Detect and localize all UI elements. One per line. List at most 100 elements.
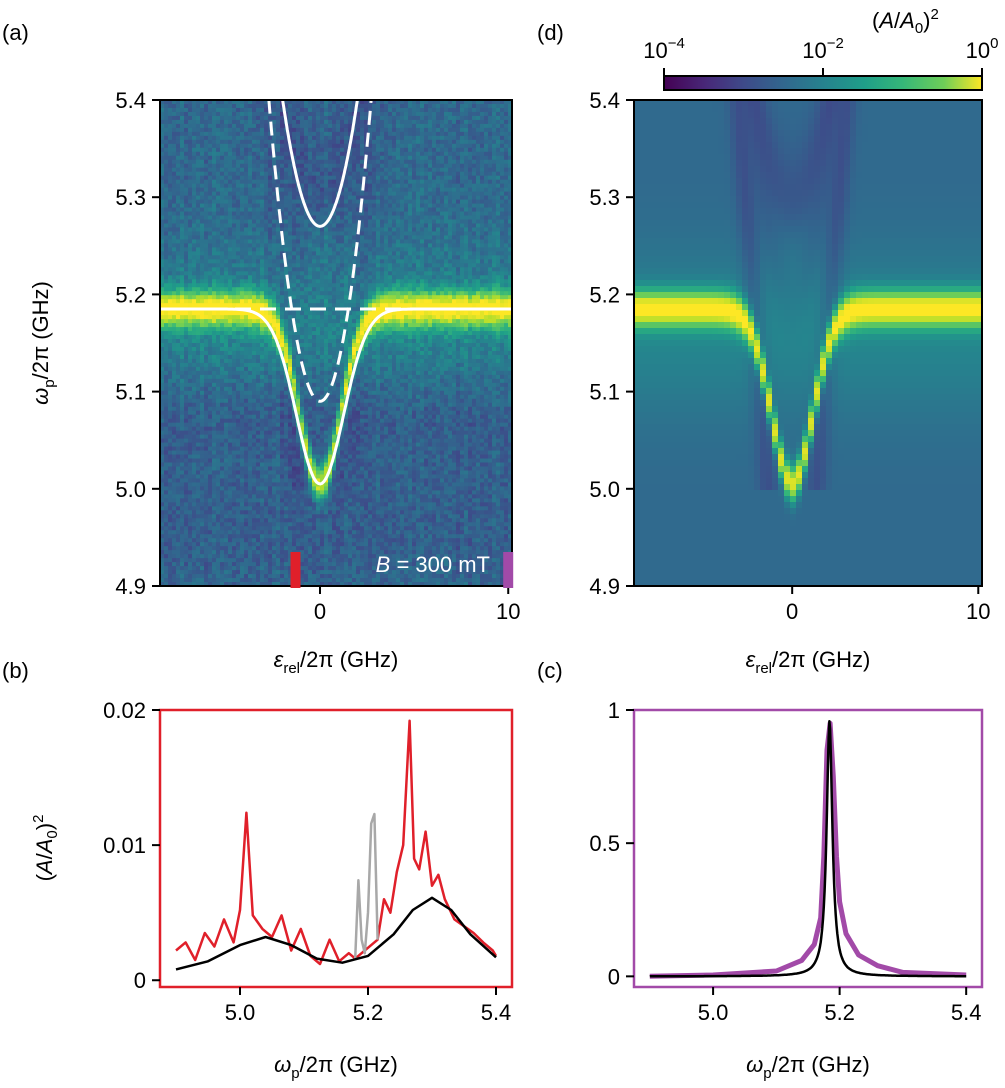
heatmap-cell xyxy=(188,494,193,499)
heatmap-cell xyxy=(192,247,197,252)
heatmap-cell xyxy=(244,279,249,284)
heatmap-cell xyxy=(320,319,325,324)
heatmap-cell xyxy=(260,243,265,248)
heatmap-cell xyxy=(172,542,177,547)
heatmap-cell xyxy=(212,187,217,193)
heatmap-cell xyxy=(316,554,321,559)
heatmap-cell xyxy=(240,530,245,535)
heatmap-cell xyxy=(220,239,225,245)
heatmap-cell xyxy=(192,323,197,328)
heatmap-cell xyxy=(252,374,257,380)
heatmap-cell xyxy=(176,195,181,201)
heatmap-cell xyxy=(160,191,165,197)
heatmap-cell xyxy=(316,127,321,133)
heatmap-cell xyxy=(248,187,253,193)
heatmap-cell xyxy=(188,558,193,563)
heatmap-cell xyxy=(284,474,289,480)
heatmap-cell xyxy=(256,111,261,117)
heatmap-cell xyxy=(192,155,197,161)
heatmap-cell xyxy=(176,227,181,233)
heatmap-cell xyxy=(192,111,197,117)
heatmap-cell xyxy=(316,550,321,555)
heatmap-cell xyxy=(316,199,321,205)
heatmap-cell xyxy=(184,386,189,392)
heatmap-cell xyxy=(284,470,289,476)
heatmap-cell xyxy=(200,574,205,579)
heatmap-cell xyxy=(240,251,245,256)
heatmap-cell xyxy=(172,283,177,288)
heatmap-cell xyxy=(180,191,185,197)
heatmap-cell xyxy=(300,163,305,169)
heatmap-cell xyxy=(160,454,165,460)
heatmap-cell xyxy=(188,219,193,225)
heatmap-cell xyxy=(260,203,265,209)
heatmap-cell xyxy=(208,458,213,464)
heatmap-cell xyxy=(220,343,225,348)
heatmap-cell xyxy=(184,187,189,193)
heatmap-cell xyxy=(248,247,253,252)
heatmap-cell xyxy=(224,402,229,408)
heatmap-cell xyxy=(268,219,273,225)
heatmap-cell xyxy=(304,474,309,480)
heatmap-cell xyxy=(208,422,213,428)
heatmap-cell xyxy=(256,191,261,197)
heatmap-cell xyxy=(200,414,205,420)
heatmap-cell xyxy=(292,482,297,488)
heatmap-cell xyxy=(196,346,201,352)
heatmap-cell xyxy=(188,143,193,149)
heatmap-cell xyxy=(196,295,201,300)
heatmap-cell xyxy=(228,243,233,248)
heatmap-cell xyxy=(196,434,201,440)
heatmap-cell xyxy=(312,506,317,511)
heatmap-cell xyxy=(308,398,313,404)
heatmap-cell xyxy=(304,490,309,495)
heatmap-cell xyxy=(280,382,285,388)
heatmap-cell xyxy=(216,195,221,201)
heatmap-cell xyxy=(184,446,189,452)
heatmap-cell xyxy=(296,271,301,276)
heatmap-cell xyxy=(224,231,229,237)
heatmap-cell xyxy=(292,119,297,125)
heatmap-cell xyxy=(312,335,317,340)
heatmap-cell xyxy=(184,506,189,511)
heatmap-cell xyxy=(208,538,213,543)
heatmap-cell xyxy=(228,374,233,380)
heatmap-cell xyxy=(240,223,245,229)
heatmap-cell xyxy=(224,263,229,268)
heatmap-cell xyxy=(188,127,193,133)
heatmap-cell xyxy=(228,386,233,392)
heatmap-cell xyxy=(184,438,189,444)
heatmap-cell xyxy=(316,335,321,340)
heatmap-cell xyxy=(176,335,181,340)
heatmap-cell xyxy=(216,570,221,575)
heatmap-cell xyxy=(192,454,197,460)
heatmap-cell xyxy=(200,426,205,432)
heatmap-cell xyxy=(204,119,209,125)
heatmap-cell xyxy=(208,526,213,531)
heatmap-cell xyxy=(248,534,253,539)
heatmap-cell xyxy=(312,119,317,125)
heatmap-cell xyxy=(184,263,189,268)
heatmap-cell xyxy=(176,482,181,488)
heatmap-cell xyxy=(172,374,177,380)
heatmap-cell xyxy=(276,283,281,288)
heatmap-cell xyxy=(288,287,293,292)
heatmap-cell xyxy=(264,299,269,304)
heatmap-cell xyxy=(172,215,177,221)
heatmap-cell xyxy=(312,494,317,499)
heatmap-cell xyxy=(252,354,257,360)
heatmap-cell xyxy=(244,550,249,555)
heatmap-cell xyxy=(176,518,181,523)
heatmap-cell xyxy=(164,175,169,181)
heatmap-cell xyxy=(196,263,201,268)
heatmap-cell xyxy=(232,203,237,209)
heatmap-cell xyxy=(280,187,285,193)
heatmap-cell xyxy=(308,566,313,571)
heatmap-cell xyxy=(188,311,193,316)
heatmap-cell xyxy=(200,510,205,515)
heatmap-cell xyxy=(228,502,233,507)
heatmap-cell xyxy=(308,354,313,360)
heatmap-cell xyxy=(268,243,273,248)
heatmap-cell xyxy=(180,207,185,213)
heatmap-cell xyxy=(192,187,197,193)
